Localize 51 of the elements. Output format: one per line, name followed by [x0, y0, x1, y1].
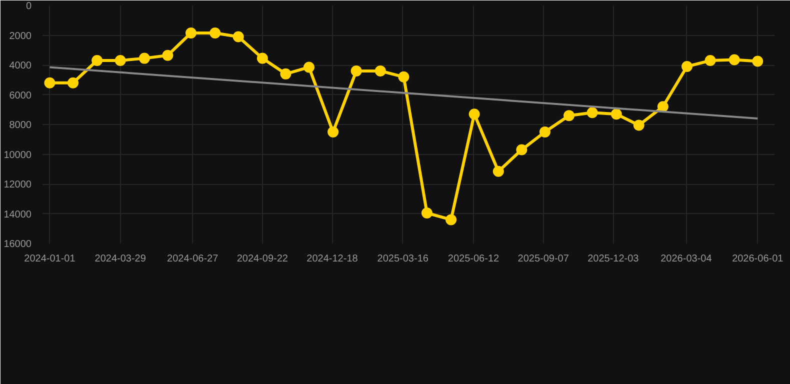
y-tick-label: 0: [26, 1, 32, 12]
x-tick-label: 2024-01-01: [24, 254, 76, 264]
point: [185, 28, 196, 39]
y-tick-label: 10000: [4, 150, 32, 161]
point: [68, 77, 78, 88]
point: [704, 55, 716, 66]
y-tick-label: 6000: [9, 90, 32, 102]
point: [232, 31, 244, 42]
point: [114, 55, 126, 66]
point: [350, 65, 362, 76]
point: [92, 55, 103, 66]
point: [468, 108, 480, 120]
point: [44, 77, 56, 88]
y-tick-label: 16000: [4, 239, 32, 250]
point: [303, 62, 314, 73]
point: [586, 107, 598, 118]
x-tick-label: 2024-12-18: [306, 254, 358, 264]
x-tick-label: 2025-06-12: [448, 254, 500, 264]
point: [682, 60, 693, 72]
point: [421, 208, 432, 218]
y-tick-label: 4000: [9, 60, 32, 72]
point: [657, 101, 668, 112]
point: [328, 126, 339, 138]
x-tick-label: 2025-03-16: [377, 254, 429, 264]
x-tick-label: 2026-06-01: [732, 254, 784, 264]
point: [446, 214, 457, 226]
point: [138, 52, 150, 64]
x-tick-label: 2024-03-29: [94, 254, 146, 264]
point: [374, 65, 386, 76]
x-tick-label: 2025-12-03: [588, 254, 640, 264]
point: [539, 126, 550, 138]
point: [280, 68, 292, 80]
point: [633, 120, 644, 131]
x-tick-label: 2025-09-07: [518, 254, 570, 264]
y-tick-label: 8000: [9, 120, 32, 131]
point: [398, 71, 410, 82]
point: [516, 144, 528, 156]
x-tick-label: 2024-09-22: [236, 254, 288, 264]
x-tick-label: 2026-03-04: [660, 254, 712, 264]
point: [210, 28, 221, 39]
point: [752, 56, 764, 67]
point: [564, 110, 575, 122]
point: [492, 166, 504, 177]
y-tick-label: 14000: [4, 209, 32, 220]
x-tick-label: 2024-06-27: [167, 254, 219, 264]
point: [610, 108, 622, 120]
y-tick-label: 12000: [4, 180, 32, 190]
point: [256, 52, 268, 64]
y-tick-label: 2000: [9, 30, 32, 42]
point: [162, 50, 174, 61]
point: [728, 54, 740, 66]
